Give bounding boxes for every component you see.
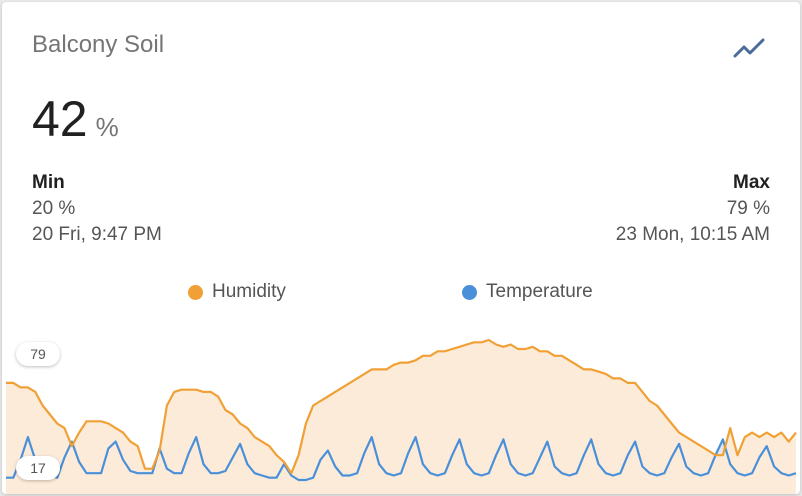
- trending-up-icon[interactable]: [732, 34, 766, 60]
- current-unit: %: [95, 112, 119, 142]
- min-label: Min: [32, 172, 65, 193]
- humidity-legend-label: Humidity: [212, 281, 286, 302]
- y-min-badge: 17: [16, 456, 60, 480]
- current-reading: 42 %: [32, 90, 119, 148]
- humidity-legend-dot: [188, 284, 203, 300]
- legend-temperature[interactable]: Temperature: [462, 281, 593, 303]
- humidity-series-line: [6, 338, 797, 475]
- min-time: 20 Fri, 9:47 PM: [32, 224, 162, 245]
- card-title: Balcony Soil: [32, 31, 165, 58]
- max-stat: Max 79 % 23 Mon, 10:15 AM: [616, 170, 770, 248]
- min-value: 20 %: [32, 198, 76, 219]
- humidity-series-area: [6, 340, 796, 494]
- legend-humidity[interactable]: Humidity: [188, 281, 286, 303]
- current-value: 42: [32, 91, 88, 147]
- max-time: 23 Mon, 10:15 AM: [615, 224, 770, 245]
- temperature-legend-dot: [462, 284, 477, 300]
- max-value: 79 %: [726, 198, 770, 219]
- temperature-series-line: [6, 436, 797, 482]
- y-max-badge: 79: [16, 342, 60, 366]
- max-label: Max: [733, 172, 770, 193]
- min-stat: Min 20 % 20 Fri, 9:47 PM: [32, 170, 162, 248]
- temperature-legend-label: Temperature: [486, 281, 593, 302]
